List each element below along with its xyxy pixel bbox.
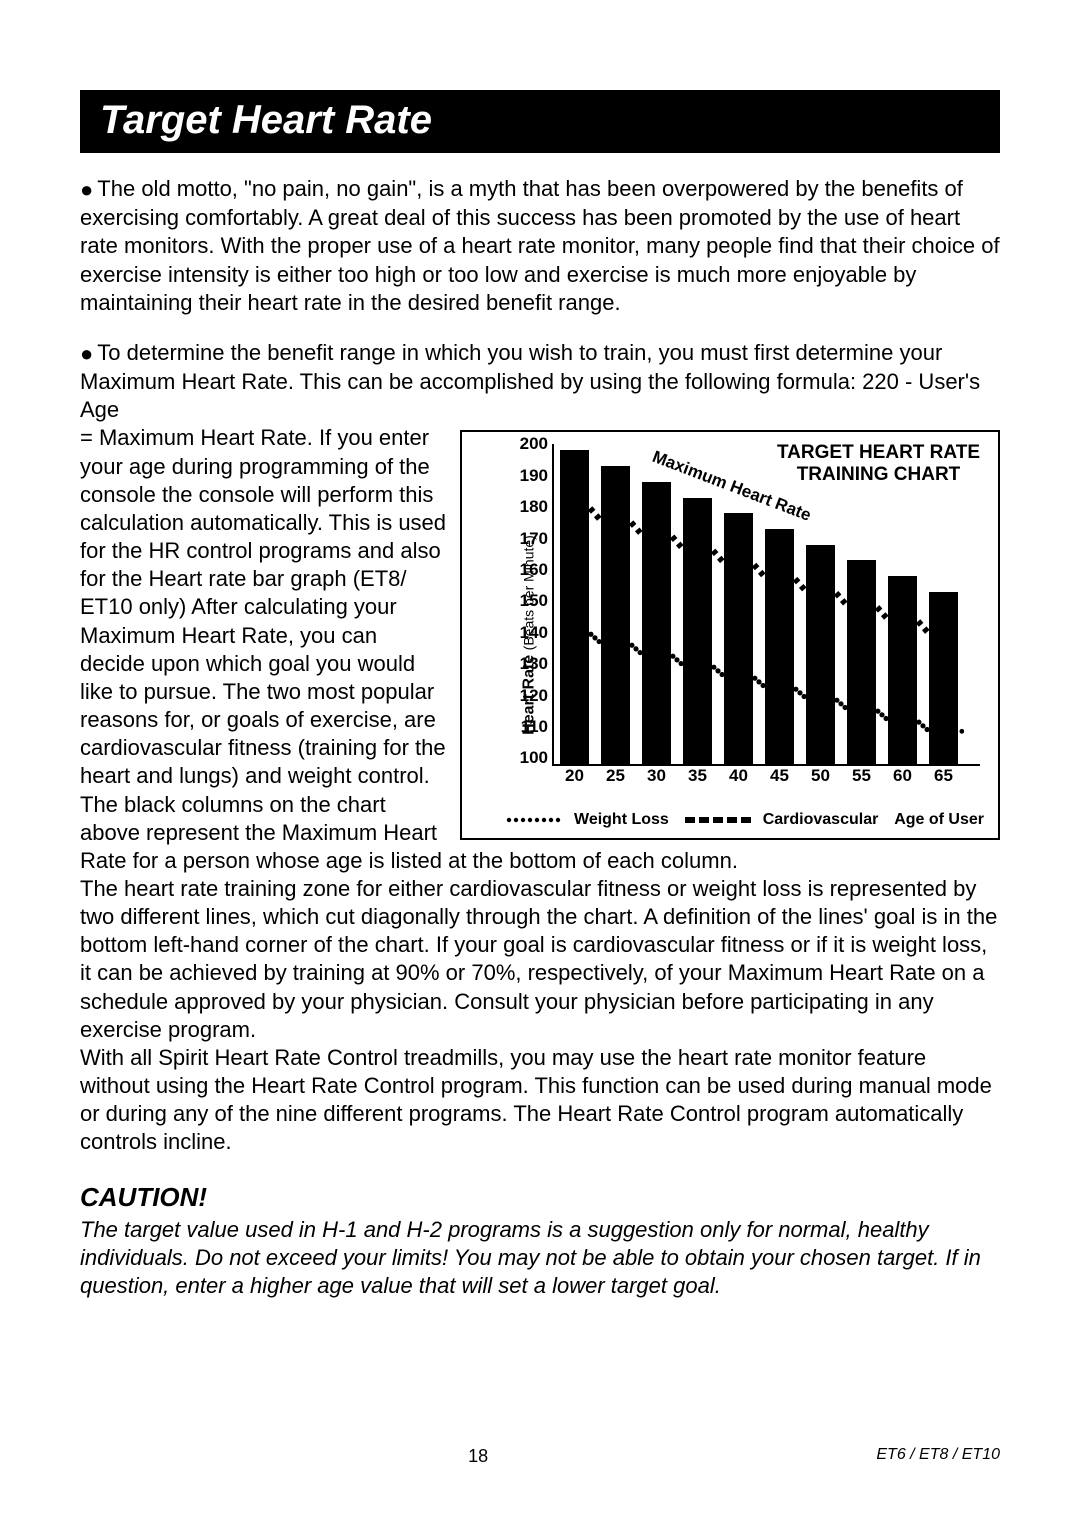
y-tick-label: 180 — [514, 496, 548, 518]
y-tick-label: 110 — [514, 716, 548, 738]
paragraph-1: ●The old motto, "no pain, no gain", is a… — [80, 175, 1000, 317]
x-tick-label: 45 — [770, 765, 789, 787]
caution-body: The target value used in H-1 and H-2 pro… — [80, 1216, 1000, 1300]
x-tick-label: 40 — [729, 765, 748, 787]
y-tick-label: 140 — [514, 622, 548, 644]
caution-heading: CAUTION! — [80, 1181, 1000, 1214]
page-number: 18 — [468, 1446, 488, 1467]
chart-container: TARGET HEART RATE TRAINING CHART Heart R… — [460, 430, 1000, 840]
paragraph-3: The heart rate training zone for either … — [80, 876, 997, 1042]
x-tick-label: 60 — [893, 765, 912, 787]
paragraph-2-lead: ●To determine the benefit range in which… — [80, 339, 1000, 425]
x-tick-label: 55 — [852, 765, 871, 787]
y-tick-label: 130 — [514, 653, 548, 675]
y-tick-label: 170 — [514, 528, 548, 550]
page-title-banner: Target Heart Rate — [80, 90, 1000, 153]
paragraph-4: With all Spirit Heart Rate Control tread… — [80, 1045, 992, 1154]
legend-age-label: Age of User — [894, 810, 984, 830]
plot-area: 20253035404550556065Maximum Heart Rate — [552, 444, 980, 766]
dashed-line-icon — [685, 815, 755, 825]
dotted-line-icon — [506, 815, 566, 825]
y-tick-label: 190 — [514, 465, 548, 487]
x-tick-label: 30 — [647, 765, 666, 787]
para1-text: The old motto, "no pain, no gain", is a … — [80, 176, 1000, 315]
x-tick-label: 65 — [934, 765, 953, 787]
x-tick-label: 50 — [811, 765, 830, 787]
target-heart-rate-chart: TARGET HEART RATE TRAINING CHART Heart R… — [460, 430, 1000, 840]
legend-weight-label: Weight Loss — [574, 810, 669, 830]
bullet-icon: ● — [80, 341, 93, 366]
chart-legend: Weight Loss Cardiovascular Age of User — [506, 810, 984, 830]
y-tick-label: 120 — [514, 685, 548, 707]
y-tick-label: 150 — [514, 591, 548, 613]
x-tick-label: 35 — [688, 765, 707, 787]
x-tick-label: 20 — [565, 765, 584, 787]
bullet-icon: ● — [80, 177, 93, 202]
y-tick-label: 200 — [514, 434, 548, 456]
body-text-block: ●The old motto, "no pain, no gain", is a… — [80, 175, 1000, 1300]
legend-weight-loss: Weight Loss — [506, 810, 669, 830]
model-numbers: ET6 / ET8 / ET10 — [876, 1446, 1000, 1467]
page-footer: 18 ET6 / ET8 / ET10 — [80, 1446, 1000, 1467]
para2-lead-text: To determine the benefit range in which … — [80, 340, 980, 422]
y-tick-label: 100 — [514, 748, 548, 770]
x-tick-label: 25 — [606, 765, 625, 787]
legend-cardio: Cardiovascular — [685, 810, 879, 830]
y-tick-label: 160 — [514, 559, 548, 581]
legend-cardio-label: Cardiovascular — [763, 810, 879, 830]
